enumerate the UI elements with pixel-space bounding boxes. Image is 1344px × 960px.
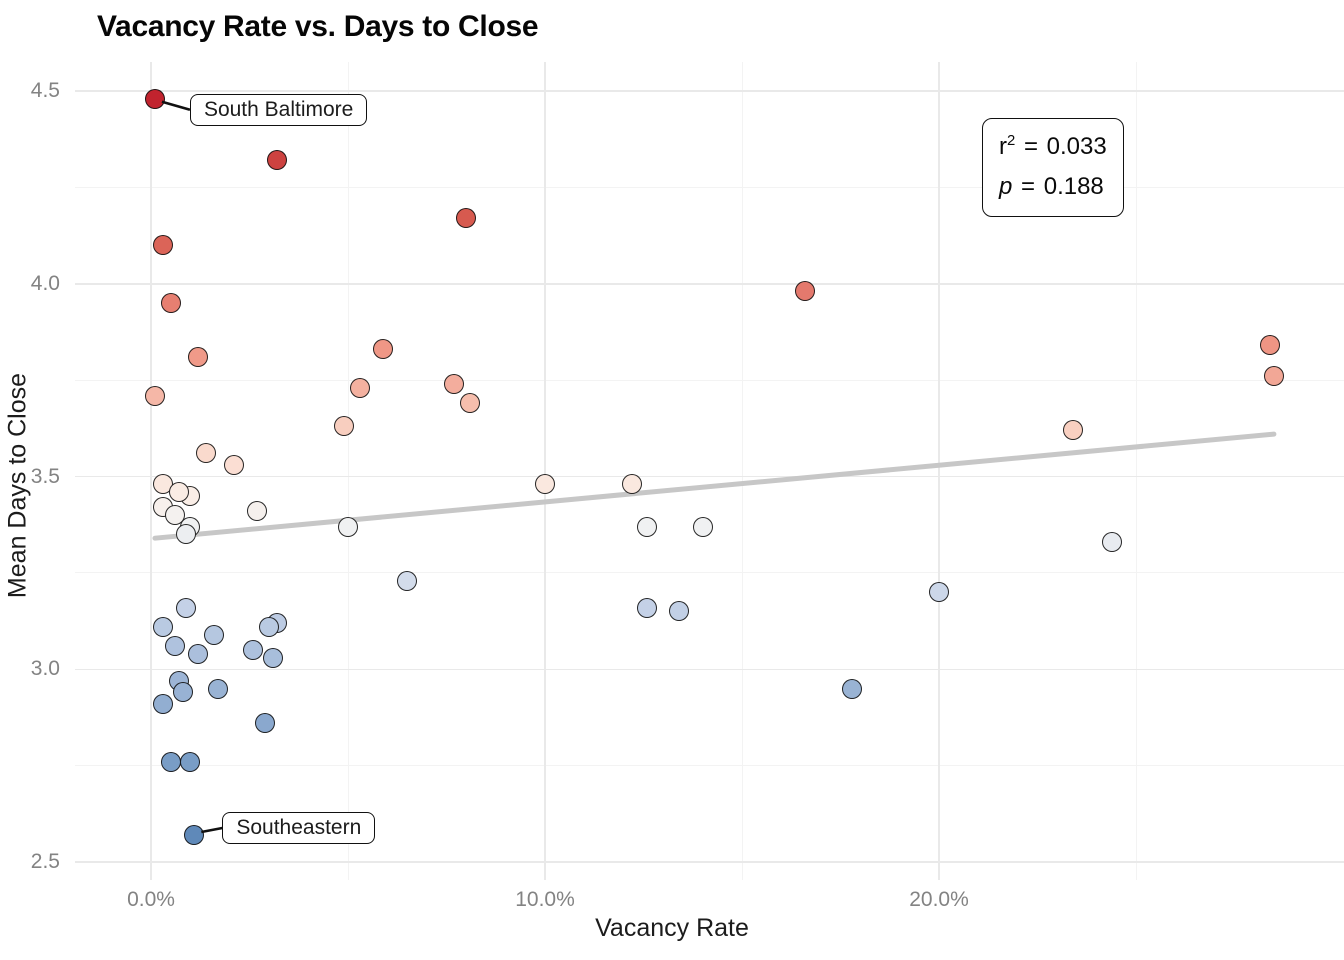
data-point (176, 524, 197, 545)
gridline-x-major (544, 62, 546, 880)
data-point (444, 373, 465, 394)
data-point (172, 682, 193, 703)
data-point (929, 582, 949, 603)
gridline-y-minor (75, 186, 1344, 188)
data-point (168, 481, 189, 502)
data-point (247, 501, 268, 522)
gridline-x-minor (347, 62, 349, 880)
data-point (204, 624, 225, 645)
data-point (144, 385, 165, 406)
data-point (460, 393, 481, 414)
data-point (1062, 420, 1083, 441)
x-tick-label: 10.0% (515, 888, 575, 911)
data-point (180, 751, 201, 772)
y-tick-label: 4.0 (30, 271, 60, 295)
data-point (668, 601, 689, 622)
data-point (164, 636, 185, 657)
y-tick-label: 3.5 (30, 464, 60, 488)
data-point (152, 693, 173, 714)
gridline-x-major (938, 62, 940, 880)
data-point (692, 516, 713, 537)
data-point (637, 516, 658, 537)
r-squared-value: 0.033 (1046, 133, 1107, 160)
gridline-y-major (75, 668, 1344, 670)
data-point-south-baltimore (144, 88, 165, 109)
data-point (1102, 532, 1123, 553)
data-point (334, 416, 355, 437)
x-tick-label: 0.0% (127, 888, 175, 911)
data-point (255, 713, 276, 734)
data-point-southeastern (184, 825, 205, 845)
gridline-x-minor (741, 62, 743, 880)
data-point (259, 616, 280, 637)
data-point (164, 505, 185, 526)
data-point (795, 281, 816, 302)
data-point (842, 678, 863, 699)
data-point (1259, 335, 1280, 356)
stats-annotation-box: r2 = 0.033 p = 0.188 (982, 118, 1124, 218)
data-point (1263, 366, 1284, 387)
p-value-line: p = 0.188 (999, 172, 1104, 200)
data-point (160, 293, 181, 314)
data-point (152, 616, 173, 637)
gridline-y-minor (75, 572, 1344, 574)
chart-title: Vacancy Rate vs. Days to Close (97, 10, 539, 43)
data-point (397, 570, 418, 591)
data-point (338, 516, 358, 537)
data-point (243, 639, 264, 660)
y-tick-label: 2.5 (30, 850, 60, 873)
data-point (373, 339, 394, 360)
y-tick-label: 3.0 (30, 657, 60, 681)
gridline-x-major (150, 62, 152, 880)
data-point (160, 751, 181, 772)
data-point (263, 647, 284, 668)
p-value: 0.188 (1043, 172, 1104, 200)
data-point (223, 454, 244, 475)
data-point (196, 443, 217, 464)
data-point (188, 346, 209, 367)
gridline-y-minor (75, 765, 1344, 767)
gridline-x-minor (1135, 62, 1137, 880)
gridline-y-major (75, 861, 1344, 863)
callout-south-baltimore: South Baltimore (189, 93, 368, 126)
callout-connector (161, 100, 191, 111)
data-point (535, 474, 555, 495)
gridline-y-minor (75, 379, 1344, 381)
data-point (456, 208, 477, 229)
callout-connector (201, 826, 223, 834)
y-tick-label: 4.5 (30, 79, 60, 102)
x-tick-label: 20.0% (909, 888, 969, 911)
data-point (637, 597, 658, 618)
data-point (176, 597, 197, 618)
data-point (349, 377, 370, 398)
data-point (621, 474, 642, 495)
x-axis-title: Vacancy Rate (595, 914, 749, 942)
gridline-y-major (75, 475, 1344, 478)
gridline-y-major (75, 283, 1344, 285)
data-point (267, 150, 288, 171)
callout-southeastern: Southeastern (222, 812, 376, 844)
data-point (152, 235, 173, 256)
data-point (188, 643, 209, 664)
data-point (207, 678, 228, 699)
r-squared-line: r2 = 0.033 (999, 133, 1107, 160)
gridline-y-major (75, 90, 1344, 92)
